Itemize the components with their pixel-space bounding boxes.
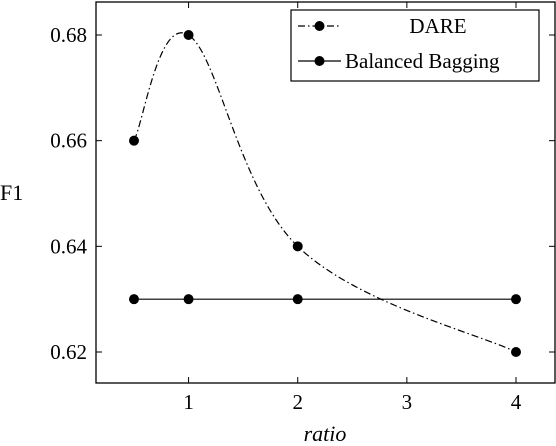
y-tick-label: 0.62 (50, 340, 87, 364)
legend-label-1: Balanced Bagging (345, 49, 500, 73)
x-tick-label: 3 (402, 390, 413, 414)
data-point-s0-0 (129, 135, 139, 146)
y-tick-label: 0.68 (50, 23, 87, 47)
data-point-s0-3 (511, 347, 521, 357)
legend-label-0: DARE (409, 14, 466, 38)
legend-box (290, 9, 540, 82)
series-line-0 (133, 32, 517, 353)
y-axis-label: F1 (0, 180, 23, 205)
plot-frame (95, 1, 556, 384)
x-tick-label: 1 (183, 390, 194, 414)
data-point-s0-1 (183, 30, 194, 40)
legend: DARE Balanced Bagging (290, 9, 540, 82)
legend-swatch-marker-1 (314, 56, 325, 66)
y-tick-label: 0.64 (50, 234, 87, 258)
series-layer (129, 30, 521, 357)
x-tick-label: 4 (511, 390, 522, 414)
data-point-s1-0 (129, 294, 139, 305)
x-axis-label: ratio (304, 421, 347, 446)
x-tick-label: 2 (292, 390, 303, 414)
data-point-s0-2 (292, 241, 303, 252)
data-point-s1-1 (183, 294, 194, 305)
data-point-s1-3 (511, 294, 521, 305)
legend-swatch-marker-0 (314, 21, 325, 31)
data-point-s1-2 (292, 294, 303, 305)
y-tick-label: 0.66 (50, 129, 87, 153)
